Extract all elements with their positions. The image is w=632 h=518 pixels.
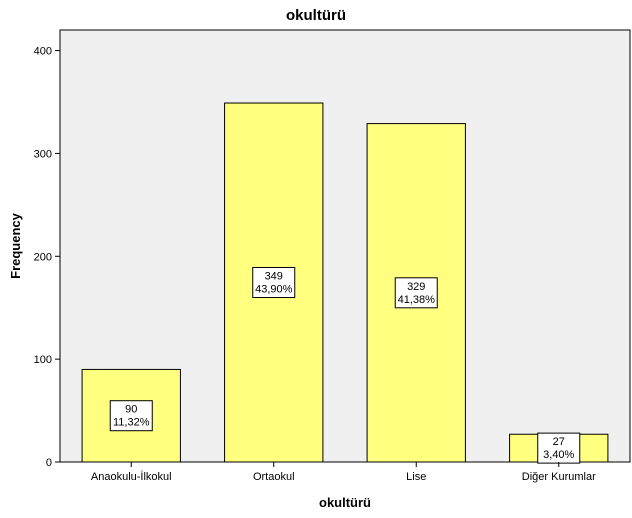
data-label-box bbox=[537, 432, 581, 464]
data-label-value: 349 bbox=[265, 271, 283, 283]
data-label-box bbox=[394, 277, 438, 309]
x-tick-label: Ortaokul bbox=[253, 471, 295, 483]
y-tick-label: 300 bbox=[34, 148, 52, 160]
data-label-box bbox=[109, 400, 153, 432]
x-tick-label: Diğer Kurumlar bbox=[522, 471, 596, 483]
data-label-value: 27 bbox=[553, 436, 565, 448]
y-tick-label: 400 bbox=[34, 46, 52, 58]
data-label-value: 90 bbox=[125, 404, 137, 416]
y-tick-label: 0 bbox=[46, 457, 52, 469]
data-label-percent: 11,32% bbox=[113, 417, 150, 429]
data-label-box bbox=[252, 267, 296, 299]
y-axis-title: Frequency bbox=[8, 212, 23, 279]
x-axis: Anaokulu-İlkokul Ortaokul Lise Diğer Kuruml… bbox=[91, 462, 596, 483]
chart-title: okultürü bbox=[286, 7, 346, 24]
x-tick-label: Anaokulu-İlkokul bbox=[91, 470, 172, 483]
data-label-percent: 3,40% bbox=[543, 449, 574, 461]
y-axis: 0 100 200 300 400 bbox=[34, 46, 60, 469]
x-axis-title: okultürü bbox=[319, 495, 371, 510]
data-label-percent: 43,90% bbox=[255, 284, 293, 296]
data-label-value: 329 bbox=[407, 281, 425, 293]
x-tick-label: Lise bbox=[406, 471, 426, 483]
y-tick-label: 100 bbox=[34, 354, 52, 366]
bar-data-label: 273,40% bbox=[537, 432, 581, 464]
data-label-percent: 41,38% bbox=[398, 294, 436, 306]
y-tick-label: 200 bbox=[34, 251, 52, 263]
